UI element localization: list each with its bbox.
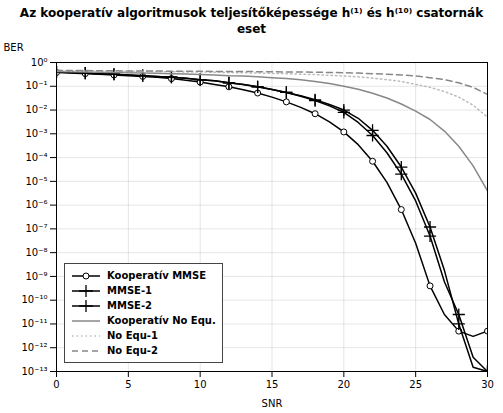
svg-text:BER: BER: [4, 42, 24, 53]
html-text:Kooperatív MMSE: Kooperatív MMSE: [107, 270, 207, 281]
svg-text:10: 10: [194, 379, 207, 390]
svg-text:10⁻³: 10⁻³: [25, 128, 47, 139]
html-text:MMSE-1: MMSE-1: [107, 285, 152, 296]
svg-text:10⁻¹¹: 10⁻¹¹: [21, 318, 47, 329]
svg-text:10⁻⁶: 10⁻⁶: [25, 199, 47, 210]
svg-text:10⁻¹⁰: 10⁻¹⁰: [21, 294, 47, 305]
html-text:No Equ-2: No Equ-2: [107, 345, 158, 356]
html-text:MMSE-2: MMSE-2: [107, 300, 152, 311]
svg-text:10⁻¹³: 10⁻¹³: [21, 366, 47, 377]
svg-text:10⁻²: 10⁻²: [25, 104, 47, 115]
html-text:Az kooperatív algoritmusok tel: Az kooperatív algoritmusok teljesítőképe…: [19, 6, 484, 36]
html-text:No Equ-1: No Equ-1: [107, 330, 158, 341]
svg-text:SNR: SNR: [262, 398, 283, 409]
svg-text:10⁻⁹: 10⁻⁹: [25, 271, 47, 282]
svg-text:10⁻¹: 10⁻¹: [25, 80, 47, 91]
svg-text:10⁻⁴: 10⁻⁴: [25, 152, 47, 163]
svg-text:5: 5: [125, 379, 131, 390]
svg-text:25: 25: [409, 379, 422, 390]
svg-text:10⁻⁵: 10⁻⁵: [25, 176, 47, 187]
html-text:Kooperatív No Equ.: Kooperatív No Equ.: [107, 315, 216, 326]
svg-text:30: 30: [481, 379, 494, 390]
svg-text:10⁻⁷: 10⁻⁷: [25, 223, 47, 234]
svg-text:0: 0: [53, 379, 59, 390]
svg-text:10⁻¹²: 10⁻¹²: [21, 342, 47, 353]
svg-text:10⁰: 10⁰: [31, 57, 48, 68]
svg-text:15: 15: [266, 379, 279, 390]
svg-text:10⁻⁸: 10⁻⁸: [25, 247, 47, 258]
svg-text:20: 20: [337, 379, 350, 390]
